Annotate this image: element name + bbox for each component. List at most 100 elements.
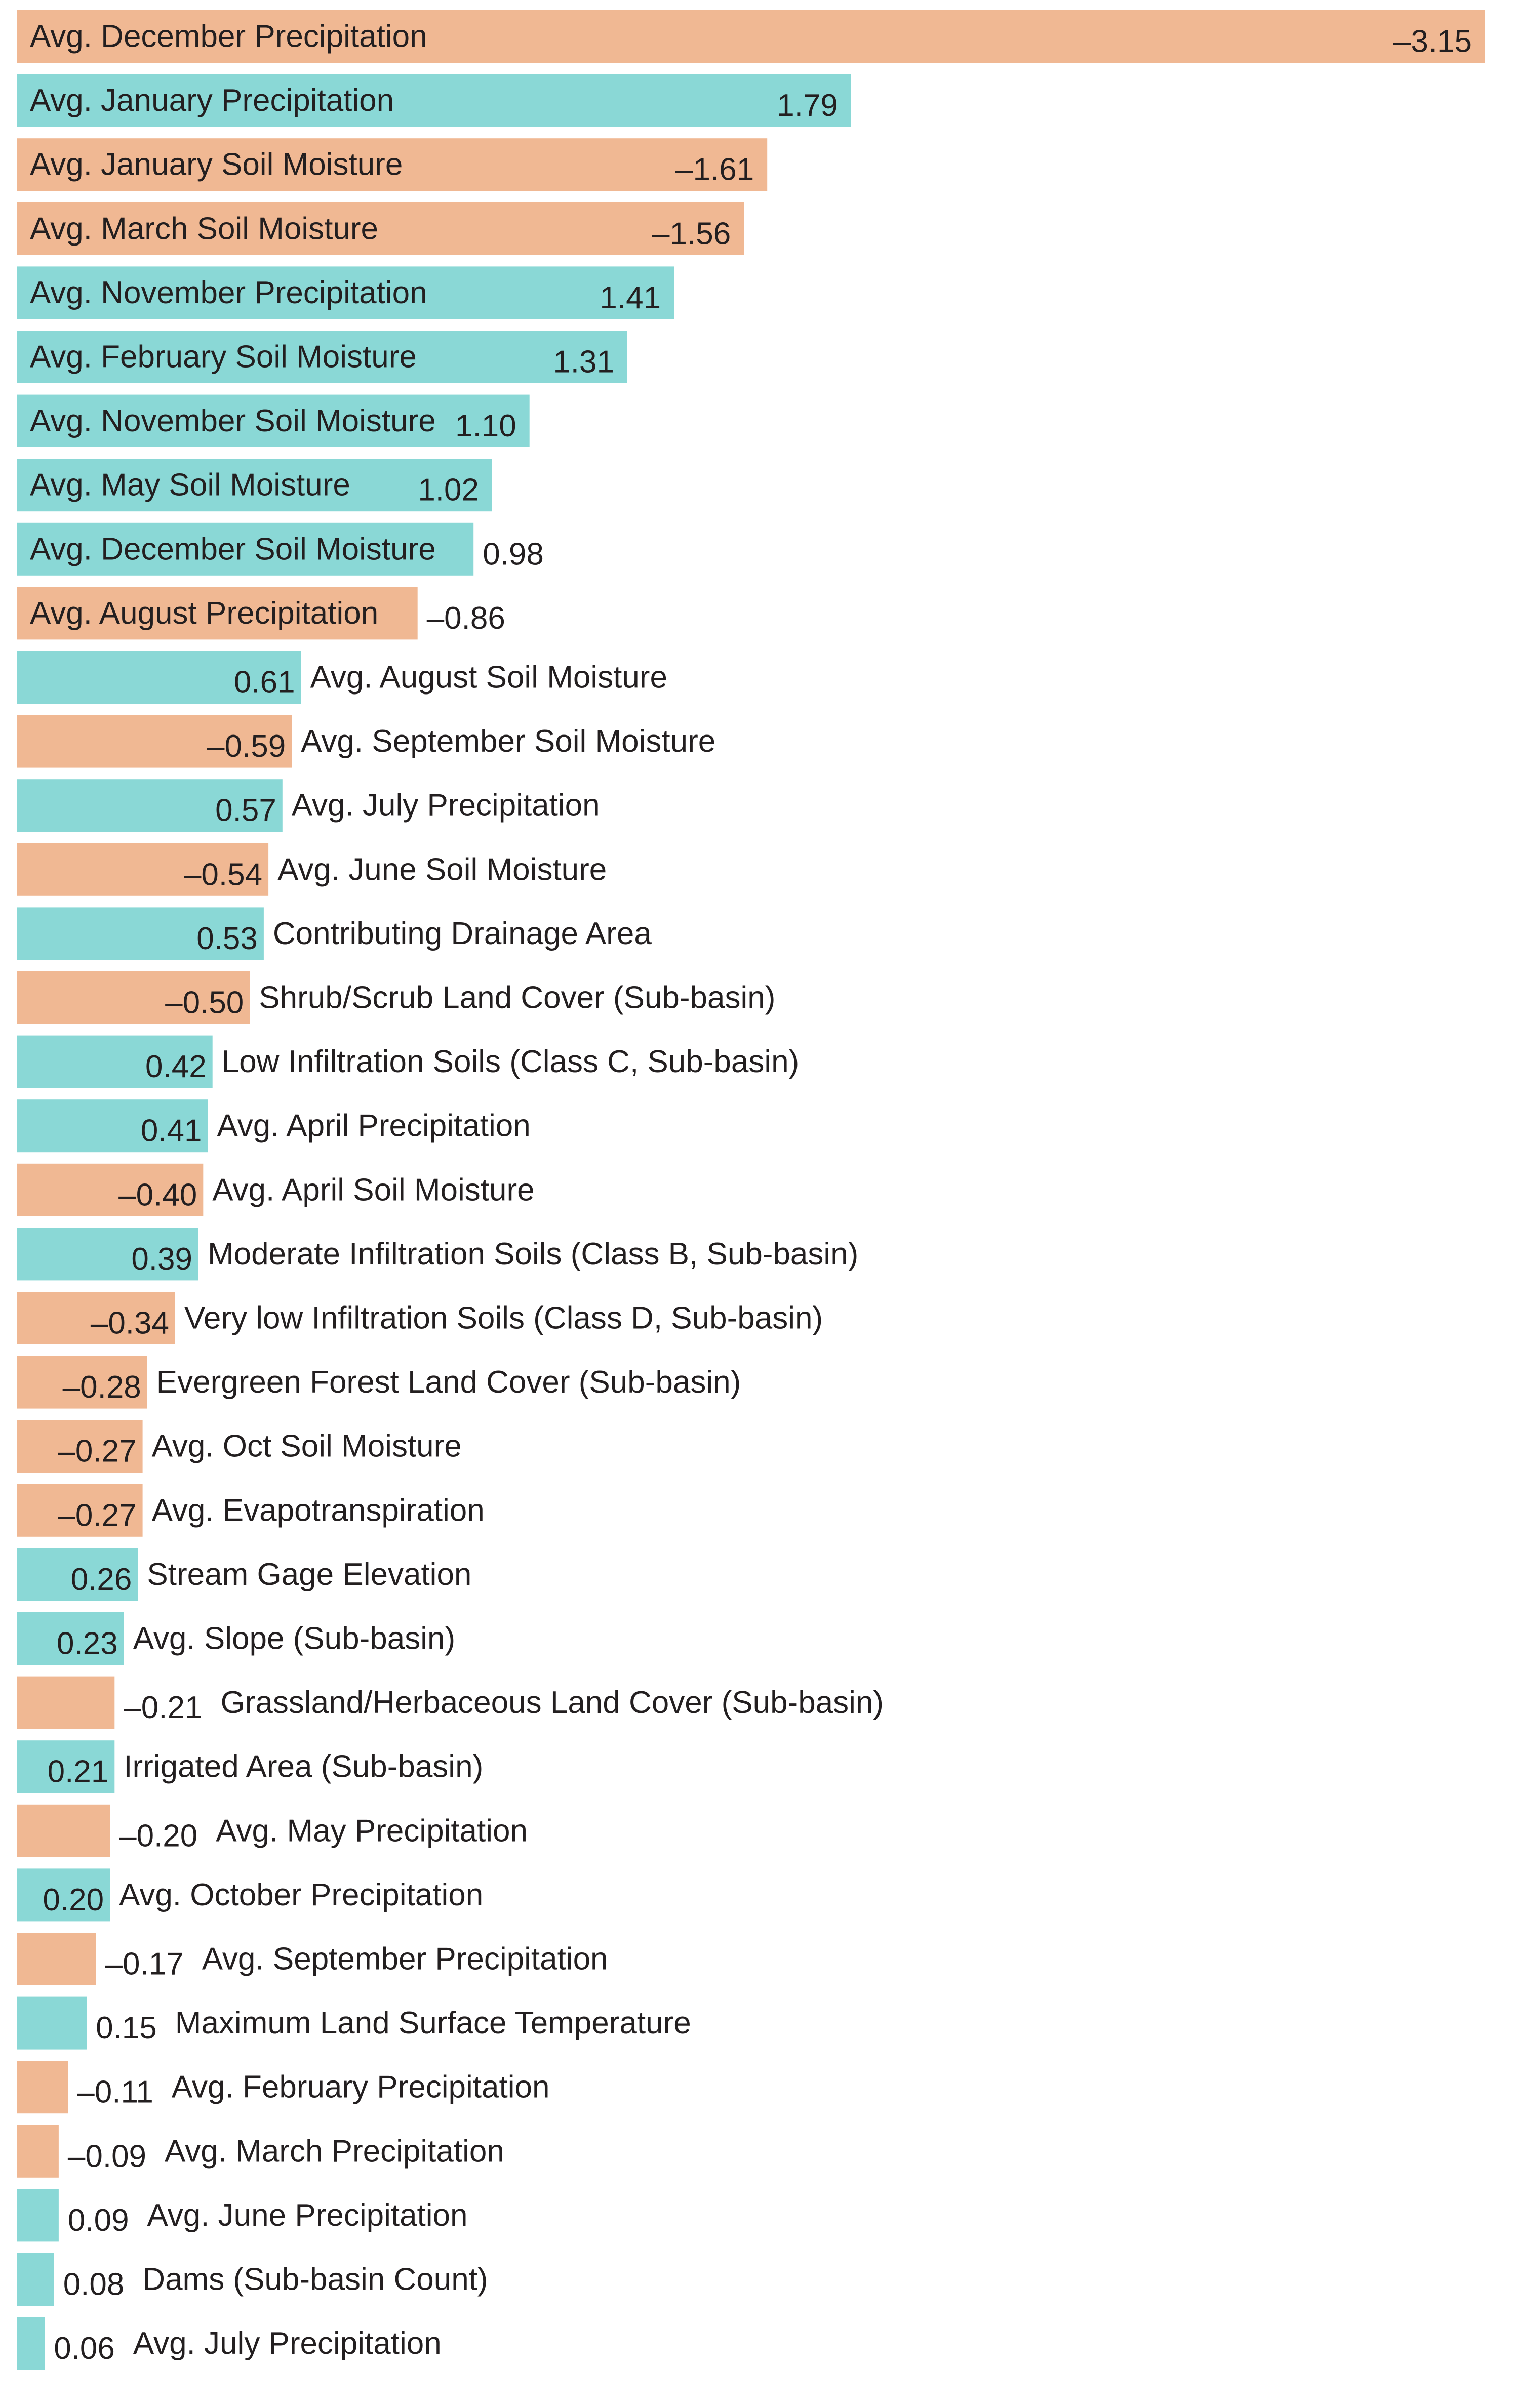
bar-row: Avg. December Precipitation –3.15 — [17, 10, 1485, 63]
bar-row: Evergreen Forest Land Cover (Sub-basin)–… — [17, 1356, 741, 1409]
value-label: 0.09 — [68, 2203, 129, 2238]
value-label: –0.09 — [68, 2139, 146, 2174]
bar-negative — [17, 2061, 68, 2114]
bar-row: Moderate Infiltration Soils (Class B, Su… — [17, 1228, 858, 1281]
bar-row: Avg. April Soil Moisture –0.40 — [17, 1163, 535, 1216]
value-label: 0.26 — [71, 1562, 132, 1597]
bar-label: Avg. July Precipitation — [133, 2326, 442, 2361]
value-label: –0.11 — [77, 2075, 153, 2110]
value-label: –1.56 — [652, 216, 731, 251]
bar-label: Avg. June Soil Moisture — [277, 852, 607, 887]
bar-negative — [17, 138, 768, 191]
bar-label: Avg. April Precipitation — [217, 1109, 531, 1144]
value-label: –0.28 — [63, 1370, 141, 1405]
value-label: 1.31 — [553, 345, 614, 380]
bar-row: Contributing Drainage Area 0.53 — [17, 907, 652, 960]
bar-row: Avg. July Precipitation 0.06 — [17, 2317, 442, 2370]
value-label: –0.20 — [119, 1818, 197, 1853]
bar-negative — [17, 1163, 204, 1216]
bar-positive — [17, 394, 530, 447]
bar-label: Stream Gage Elevation — [147, 1557, 471, 1592]
bar-positive — [17, 1099, 208, 1153]
bar-label: Irrigated Area (Sub-basin) — [124, 1749, 483, 1784]
bar-row: Stream Gage Elevation 0.26 — [17, 1548, 471, 1601]
bar-label: Avg. May Precipitation — [216, 1813, 528, 1848]
bar-row: Avg. July Precipitation 0.57 — [17, 779, 600, 832]
value-label: –0.86 — [427, 601, 505, 636]
bar-positive — [17, 266, 674, 319]
bar-negative — [17, 1356, 147, 1409]
bar-row: Avg. May Precipitation –0.20 — [17, 1804, 528, 1857]
value-label: –0.17 — [105, 1947, 184, 1982]
bar-positive — [17, 779, 283, 832]
bar-row: Shrub/Scrub Land Cover (Sub-basin) –0.50 — [17, 971, 775, 1024]
bar-row: Very low Infiltration Soils (Class D, Su… — [17, 1292, 823, 1344]
bar-label: Moderate Infiltration Soils (Class B, Su… — [208, 1237, 858, 1272]
bar-positive — [17, 1548, 138, 1601]
bar-row: Avg. August Precipitation –0.86 — [17, 587, 505, 640]
bar-label: Avg. Oct Soil Moisture — [152, 1429, 462, 1464]
bar-row: Avg. September Soil Moisture –0.59 — [17, 715, 715, 768]
bar-row: Irrigated Area (Sub-basin) 0.21 — [17, 1740, 483, 1793]
bar-positive — [17, 1996, 87, 2050]
value-label: 0.15 — [96, 2011, 157, 2046]
bar-label: Avg. November Soil Moisture — [30, 403, 436, 438]
bar-row: Avg. October Precipitation 0.20 — [17, 1868, 483, 1922]
value-label: 0.53 — [196, 921, 258, 956]
bar-label: Avg. August Precipitation — [30, 596, 378, 631]
value-label: 0.08 — [63, 2267, 125, 2302]
bar-label: Avg. April Soil Moisture — [212, 1172, 534, 1207]
bar-positive — [17, 459, 492, 512]
bar-row: Low Infiltration Soils (Class C, Sub-bas… — [17, 1035, 799, 1088]
bar-row: Avg. March Precipitation –0.09 — [17, 2125, 504, 2178]
value-label: 0.20 — [43, 1883, 104, 1917]
bar-label: Avg. January Soil Moisture — [30, 147, 403, 182]
bar-row: Avg. Slope (Sub-basin) 0.23 — [17, 1612, 455, 1665]
value-label: 0.41 — [141, 1114, 202, 1149]
bar-row: Avg. December Soil Moisture 0.98 — [17, 522, 544, 576]
bar-row: Avg. Evapotranspiration –0.27 — [17, 1484, 485, 1537]
bars-layer: Avg. December Precipitation –3.15 Avg. Jan… — [17, 10, 1485, 2370]
bar-label: Evergreen Forest Land Cover (Sub-basin) — [156, 1365, 741, 1400]
value-label: 0.23 — [57, 1626, 118, 1661]
value-label: –0.50 — [165, 986, 244, 1021]
value-label: –0.27 — [58, 1498, 136, 1533]
bar-label: Dams (Sub-basin Count) — [142, 2262, 488, 2297]
bar-row: Avg. June Precipitation 0.09 — [17, 2189, 468, 2242]
bar-negative — [17, 1804, 110, 1857]
value-label: 0.98 — [483, 537, 544, 572]
bar-positive — [17, 1868, 110, 1922]
bar-row: Avg. November Precipitation 1.41 — [17, 266, 674, 319]
bar-positive — [17, 907, 264, 960]
bar-label: Avg. July Precipitation — [292, 788, 600, 823]
bar-label: Avg. March Precipitation — [165, 2134, 504, 2169]
bar-label: Avg. January Precipitation — [30, 83, 394, 118]
bar-row: Avg. Oct Soil Moisture –0.27 — [17, 1420, 462, 1473]
bar-positive — [17, 2253, 54, 2306]
bar-row: Avg. May Soil Moisture 1.02 — [17, 459, 492, 512]
value-label: –0.59 — [207, 729, 286, 764]
bar-label: Avg. March Soil Moisture — [30, 211, 378, 246]
bar-row: Avg. June Soil Moisture –0.54 — [17, 843, 607, 896]
bar-positive — [17, 331, 627, 383]
bar-negative — [17, 1292, 175, 1344]
bar-row: Avg. September Precipitation –0.17 — [17, 1933, 608, 1985]
bar-negative — [17, 843, 269, 896]
value-label: 0.42 — [145, 1049, 207, 1084]
bar-label: Avg. August Soil Moisture — [310, 660, 667, 695]
bar-label: Avg. February Precipitation — [172, 2070, 550, 2105]
bar-positive — [17, 2317, 45, 2370]
value-label: 0.21 — [48, 1754, 109, 1789]
bar-label: Avg. Slope (Sub-basin) — [133, 1621, 455, 1656]
bar-positive — [17, 1035, 213, 1088]
value-label: 1.10 — [455, 409, 516, 443]
bar-label: Contributing Drainage Area — [273, 916, 652, 951]
bar-positive — [17, 1228, 198, 1281]
value-label: –0.27 — [58, 1434, 136, 1469]
bar-label: Avg. September Soil Moisture — [301, 724, 715, 759]
value-label: 1.41 — [600, 280, 661, 315]
value-label: 0.61 — [234, 665, 295, 700]
bar-label: Avg. February Soil Moisture — [30, 340, 417, 375]
bar-row: Avg. November Soil Moisture 1.10 — [17, 394, 530, 447]
